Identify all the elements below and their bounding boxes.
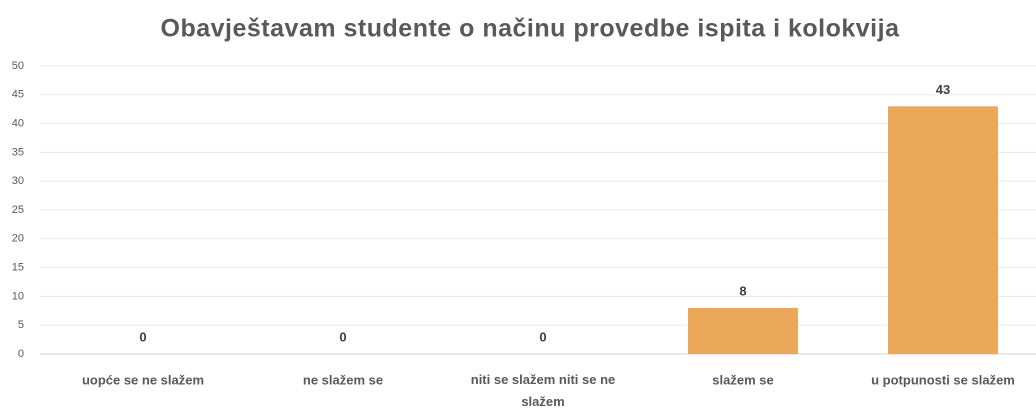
bar: [688, 307, 798, 354]
y-tick-label: 0: [18, 348, 24, 360]
y-tick-label: 25: [12, 204, 24, 216]
y-tick-label: 40: [12, 118, 24, 130]
x-tick-label: uopće se ne slažem: [82, 372, 204, 387]
x-tick-label: slažem se: [712, 372, 773, 387]
bar: [888, 106, 998, 354]
y-tick-label: 45: [12, 89, 24, 101]
data-label: 0: [139, 329, 146, 344]
data-label: 8: [739, 283, 746, 298]
y-tick-label: 20: [12, 233, 24, 245]
chart-title: Obavještavam studente o načinu provedbe …: [161, 15, 901, 43]
x-tick-label: ne slažem se: [303, 372, 383, 387]
y-tick-label: 50: [12, 60, 24, 72]
x-tick-label: niti se slažem niti se ne slažem: [471, 372, 616, 409]
x-tick-label: u potpunosti se slažem: [871, 372, 1015, 387]
y-tick-label: 30: [12, 175, 24, 187]
y-tick-label: 10: [12, 290, 24, 302]
data-label: 0: [339, 329, 346, 344]
y-tick-label: 5: [18, 319, 24, 331]
y-tick-label: 35: [12, 146, 24, 158]
y-tick-label: 15: [12, 262, 24, 274]
data-label: 0: [539, 329, 546, 344]
data-label: 43: [936, 82, 950, 97]
